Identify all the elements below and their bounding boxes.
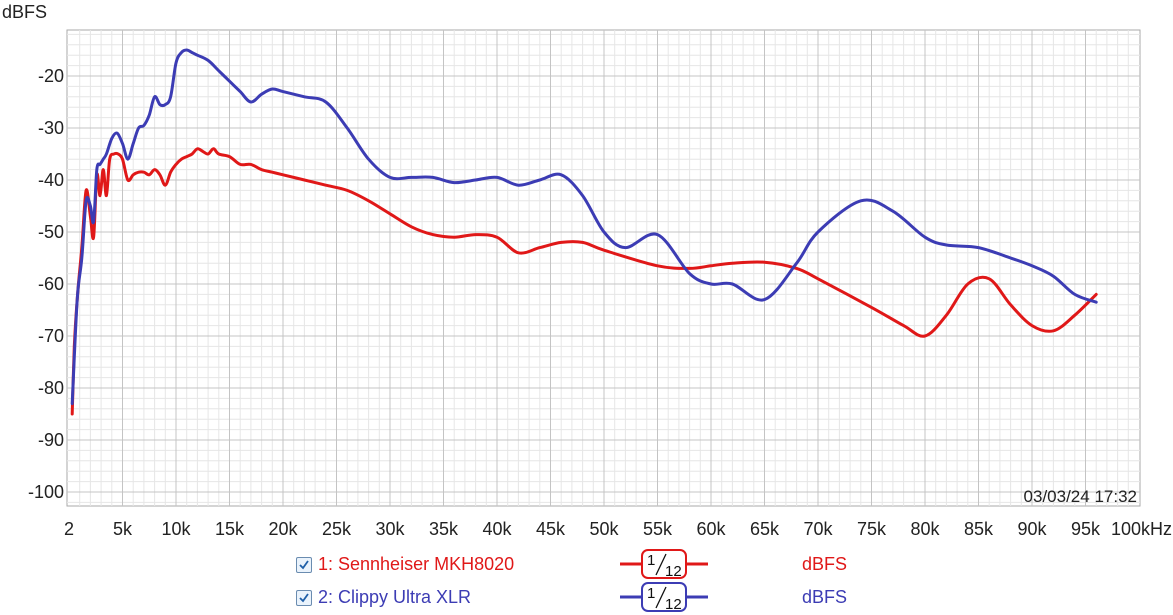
series-1-checkbox[interactable] [296,557,312,573]
x-tick-labels: 2 5k 10k 15k 20k 25k 30k 35k 40k 45k 50k 55k 60k 65k 7… [64,519,1172,539]
series-2-fraction-den: 12 [665,596,682,613]
series-1-line [70,147,1098,416]
legend-entry-2: 2: Clippy Ultra XLR 1 12 dBFS [296,582,856,613]
x-tick-label: 55k [643,519,673,539]
y-tick-label: -80 [38,378,64,398]
x-tick-label: 35k [429,519,459,539]
x-tick-label: 100kHz [1111,519,1172,539]
series-2-unit: dBFS [802,587,848,607]
series-2-line [70,48,1098,406]
series-1-swatch-box [641,549,687,579]
series-2-fraction-num: 1 [647,585,655,602]
y-tick-label: -100 [28,482,64,502]
y-tick-labels: -20 -30 -40 -50 -60 -70 -80 -90 -100 [28,66,64,502]
y-axis-label: dBFS [2,2,47,22]
legend-entry-1: 1: Sennheiser MKH8020 1 12 dBFS [296,549,856,580]
x-tick-label: 20k [268,519,298,539]
x-tick-label: 15k [215,519,245,539]
y-tick-label: -20 [38,66,64,86]
series-1-fraction-num: 1 [647,552,655,569]
x-tick-label: 2 [64,519,74,539]
checkmark-icon [299,560,309,570]
x-tick-label: 65k [750,519,780,539]
y-tick-label: -50 [38,222,64,242]
x-tick-label: 75k [857,519,887,539]
y-tick-label: -30 [38,118,64,138]
x-tick-label: 45k [536,519,566,539]
x-tick-label: 95k [1071,519,1101,539]
series-2-fraction-slash [655,586,667,609]
x-tick-label: 50k [589,519,619,539]
series-2-name: 2: Clippy Ultra XLR [318,587,472,607]
series-1-fraction-slash [655,553,667,576]
y-tick-label: -40 [38,170,64,190]
y-tick-label: -70 [38,326,64,346]
timestamp: 03/03/24 17:32 [1024,487,1137,506]
y-tick-label: -90 [38,430,64,450]
x-tick-label: 40k [482,519,512,539]
x-tick-label: 10k [161,519,191,539]
x-tick-label: 70k [803,519,833,539]
series-1-smoothing-swatch[interactable]: 1 12 [618,548,710,582]
x-tick-label: 80k [910,519,940,539]
x-tick-label: 30k [375,519,405,539]
major-grid [67,30,1140,506]
x-tick-label: 85k [964,519,994,539]
checkmark-icon [299,593,309,603]
y-tick-label: -60 [38,274,64,294]
x-tick-label: 60k [696,519,726,539]
series-1-name: 1: Sennheiser MKH8020 [318,554,515,574]
series-1-unit: dBFS [802,554,848,574]
series-layer [70,48,1098,416]
x-tick-label: 5k [113,519,133,539]
series-2-swatch-box [641,582,687,612]
series-2-checkbox[interactable] [296,590,312,606]
series-1-fraction-den: 12 [665,563,682,580]
x-tick-label: 90k [1017,519,1047,539]
series-2-smoothing-swatch[interactable]: 1 12 [618,581,710,615]
x-tick-label: 25k [322,519,352,539]
